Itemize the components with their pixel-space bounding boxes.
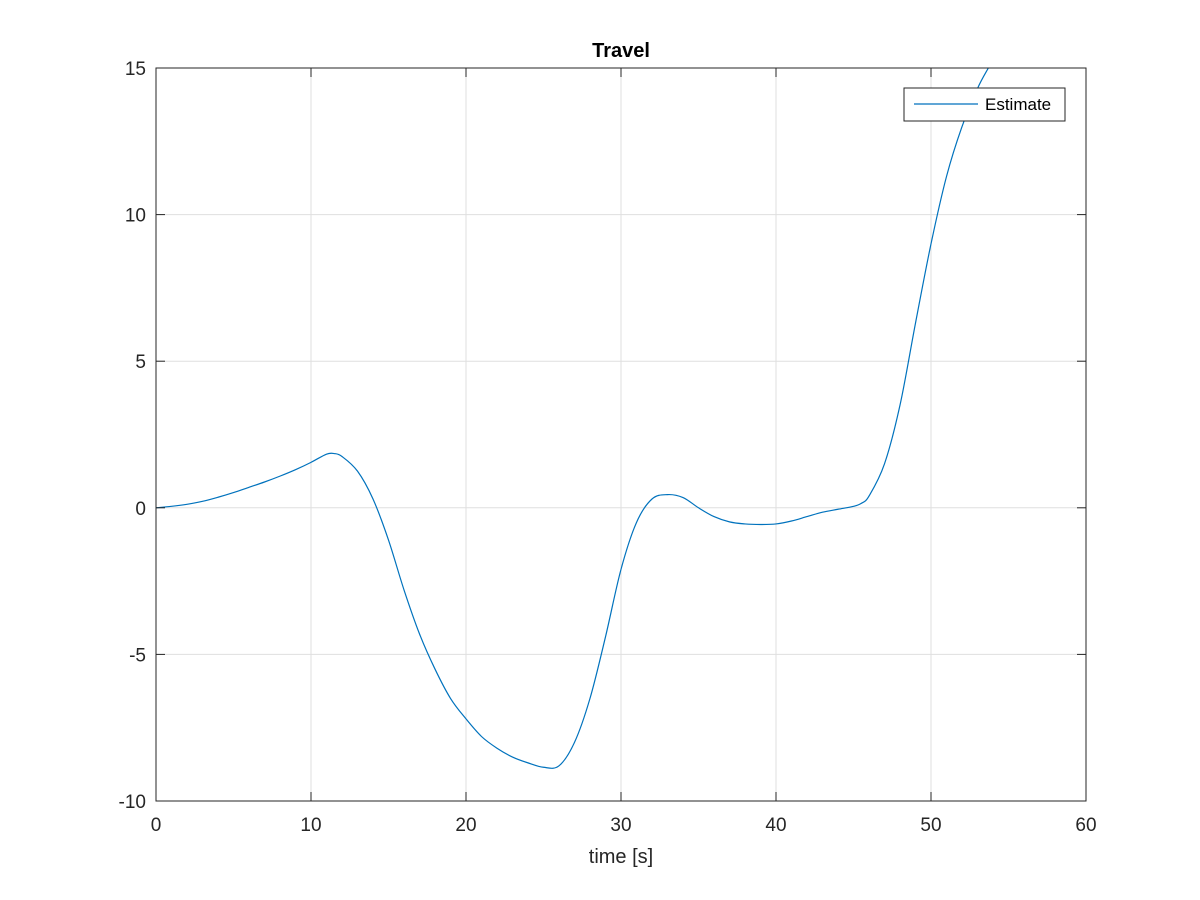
chart-title: Travel [592, 40, 650, 62]
x-tick-label: 0 [151, 815, 162, 836]
legend-series-label: Estimate [985, 95, 1051, 114]
y-tick-label: 5 [135, 352, 146, 373]
y-tick-label: -10 [119, 792, 146, 813]
legend[interactable]: Estimate [903, 87, 1066, 122]
series-line-estimate [155, 67, 989, 769]
y-tick-label: -5 [129, 645, 146, 666]
x-axis-label: time [s] [589, 846, 653, 868]
x-tick-label: 60 [1075, 815, 1096, 836]
y-tick-label: 0 [135, 499, 146, 520]
y-tick-label: 15 [125, 59, 146, 80]
y-tick-label: 10 [125, 206, 146, 227]
x-tick-labels: 0 10 20 30 40 50 60 [151, 815, 1097, 836]
grid-lines [156, 68, 1086, 801]
series-layer [155, 67, 989, 769]
x-tick-label: 30 [610, 815, 631, 836]
x-tick-label: 40 [765, 815, 786, 836]
y-tick-labels: -10 -5 0 5 10 15 [119, 59, 146, 813]
tick-marks [155, 67, 1087, 802]
x-tick-label: 10 [300, 815, 321, 836]
x-tick-label: 50 [920, 815, 941, 836]
x-tick-label: 20 [455, 815, 476, 836]
